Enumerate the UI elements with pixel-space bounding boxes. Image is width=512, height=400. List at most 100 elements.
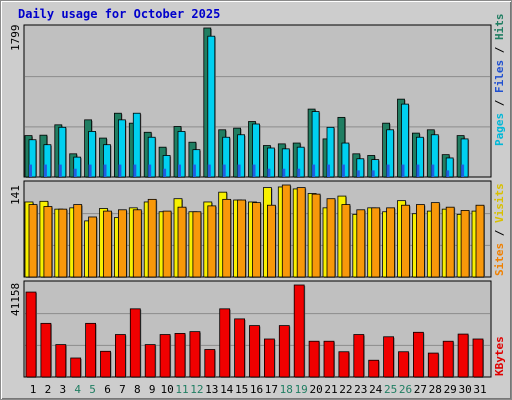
x-label-day-26: 26 xyxy=(399,383,412,396)
kbytes-bar-day-24 xyxy=(368,359,380,378)
pages-bar-day-20 xyxy=(311,111,320,178)
sites-bar-day-14 xyxy=(222,198,232,278)
files-bar-day-15 xyxy=(237,164,241,177)
pages-bar-day-11 xyxy=(177,131,186,178)
sites-bar-day-15 xyxy=(237,199,247,278)
sites-bar-day-6 xyxy=(103,210,112,278)
x-label-day-9: 9 xyxy=(149,383,156,396)
x-label-day-21: 21 xyxy=(324,383,337,396)
pages-bar-day-18 xyxy=(281,148,290,178)
pages-bar-day-23 xyxy=(356,158,365,178)
pages-bar-day-4 xyxy=(73,156,82,178)
x-label-day-11: 11 xyxy=(175,383,188,396)
kbytes-bar-day-12 xyxy=(189,331,201,378)
kbytes-bar-day-19 xyxy=(293,284,305,378)
sites-bar-day-25 xyxy=(386,207,396,278)
sites-bar-day-2 xyxy=(43,206,53,278)
sites-bar-day-30 xyxy=(460,210,470,278)
kbytes-bar-day-21 xyxy=(323,340,335,378)
sites-bar-day-16 xyxy=(252,202,261,278)
files-bar-day-26 xyxy=(401,164,405,177)
files-bar-day-24 xyxy=(371,170,375,177)
files-bar-day-18 xyxy=(282,168,286,177)
files-bar-day-10 xyxy=(163,168,167,177)
files-bar-day-4 xyxy=(73,168,77,177)
x-label-day-28: 28 xyxy=(429,383,442,396)
sites-bar-day-21 xyxy=(326,198,336,278)
x-label-day-29: 29 xyxy=(444,383,457,396)
legend-part: Sites xyxy=(493,243,506,276)
legend-part: KBytes xyxy=(493,336,506,376)
pages-bar-day-14 xyxy=(222,136,231,178)
pages-bar-day-25 xyxy=(386,129,395,178)
pages-bar-day-8 xyxy=(132,112,141,178)
x-label-day-12: 12 xyxy=(190,383,203,396)
y-max-label-kbytes: 41158 xyxy=(9,283,22,316)
files-bar-day-19 xyxy=(297,168,301,177)
sites-bar-day-31 xyxy=(475,204,485,278)
legend-part: / xyxy=(493,223,506,243)
sites-bar-day-3 xyxy=(58,208,68,278)
pages-bar-day-19 xyxy=(296,146,305,178)
kbytes-bar-day-28 xyxy=(427,352,439,378)
sites-bar-day-7 xyxy=(118,209,127,278)
files-bar-day-29 xyxy=(446,170,450,177)
pages-bar-day-3 xyxy=(58,126,67,178)
kbytes-bar-day-9 xyxy=(144,344,156,378)
x-label-day-5: 5 xyxy=(89,383,96,396)
x-label-day-4: 4 xyxy=(74,383,81,396)
sites-bar-day-27 xyxy=(415,204,425,278)
files-bar-day-17 xyxy=(267,168,271,177)
pages-bar-day-21 xyxy=(326,126,335,178)
kbytes-bar-day-18 xyxy=(278,325,290,378)
files-bar-day-30 xyxy=(461,164,465,177)
kbytes-bar-day-6 xyxy=(100,350,111,378)
files-bar-day-28 xyxy=(431,164,435,177)
x-label-day-23: 23 xyxy=(354,383,367,396)
kbytes-bar-day-2 xyxy=(40,322,52,378)
pages-bar-day-29 xyxy=(445,157,454,178)
pages-bar-day-28 xyxy=(430,134,439,178)
files-bar-day-2 xyxy=(43,164,47,177)
files-bar-day-21 xyxy=(327,164,330,177)
x-label-day-7: 7 xyxy=(119,383,126,396)
pages-bar-day-12 xyxy=(192,149,201,178)
kbytes-bar-day-27 xyxy=(412,331,424,378)
x-label-day-1: 1 xyxy=(30,383,37,396)
kbytes-bar-day-14 xyxy=(219,308,231,378)
pages-bar-day-6 xyxy=(103,144,111,178)
kbytes-bar-day-26 xyxy=(398,351,409,378)
sites-bar-day-22 xyxy=(341,204,351,278)
x-label-day-19: 19 xyxy=(295,383,308,396)
x-label-day-31: 31 xyxy=(473,383,486,396)
files-bar-day-12 xyxy=(192,164,196,177)
legend-part: Pages xyxy=(493,113,506,146)
legend-sites-visits: Sites / Visits xyxy=(493,183,506,276)
x-label-day-22: 22 xyxy=(339,383,352,396)
sites-bar-day-29 xyxy=(445,206,455,278)
x-label-day-30: 30 xyxy=(458,383,471,396)
sites-bar-day-18 xyxy=(281,184,291,278)
pages-bar-day-24 xyxy=(371,159,380,178)
legend-part: Visits xyxy=(493,183,506,223)
sites-bar-day-11 xyxy=(177,206,187,278)
files-bar-day-22 xyxy=(341,164,345,177)
sites-bar-day-23 xyxy=(356,209,366,278)
x-label-day-3: 3 xyxy=(59,383,66,396)
legend-pages-files-hits: Pages / Files / Hits xyxy=(493,14,506,147)
x-label-day-2: 2 xyxy=(45,383,52,396)
x-label-day-14: 14 xyxy=(220,383,234,396)
files-bar-day-3 xyxy=(58,164,62,177)
files-bar-day-23 xyxy=(356,170,360,177)
sites-bar-day-9 xyxy=(147,198,157,278)
x-label-day-17: 17 xyxy=(265,383,278,396)
sites-bar-day-19 xyxy=(296,187,306,278)
pages-bar-day-16 xyxy=(252,123,260,178)
x-label-day-24: 24 xyxy=(369,383,383,396)
sites-bar-day-28 xyxy=(430,202,440,278)
pages-bar-day-27 xyxy=(415,136,424,178)
sites-bar-day-10 xyxy=(162,210,172,278)
sites-bar-day-13 xyxy=(207,205,217,278)
kbytes-bar-day-31 xyxy=(472,338,484,378)
